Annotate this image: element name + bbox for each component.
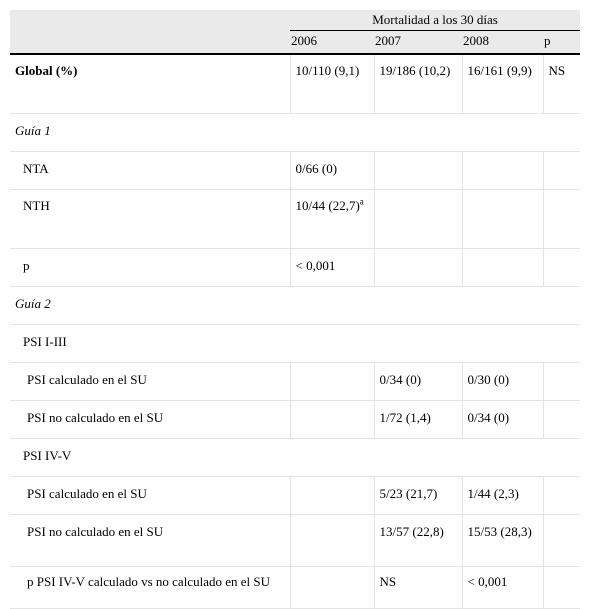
- cell-2008: [461, 248, 543, 287]
- row-label: PSI no calculado en el SU: [10, 514, 290, 567]
- table-row: Guía 1: [10, 113, 581, 152]
- header-empty-cell: [10, 30, 290, 55]
- year-header-2007: 2007: [374, 30, 462, 55]
- footnote-marker: a: [359, 196, 364, 207]
- year-header-2008: 2008: [462, 30, 543, 55]
- table-row: PSI calculado en el SU 5/23 (21,7) 1/44 …: [10, 476, 581, 515]
- cell-p: [542, 476, 581, 515]
- row-label: PSI no calculado en el SU: [10, 400, 290, 439]
- cell-2008: [461, 151, 543, 190]
- cell-p: [542, 566, 581, 609]
- row-label: p PSI IV-V calculado vs no calculado en …: [10, 566, 290, 609]
- year-header-2006: 2006: [290, 30, 374, 55]
- row-label: p: [10, 248, 290, 287]
- table-row: p < 0,001: [10, 248, 581, 287]
- row-label: PSI calculado en el SU: [10, 476, 290, 515]
- cell-2007: 1/72 (1,4): [373, 400, 462, 439]
- table-row: PSI calculado en el SU 0/34 (0) 0/30 (0): [10, 362, 581, 401]
- cell-p: NS: [542, 54, 581, 114]
- row-label: PSI calculado en el SU: [10, 362, 290, 401]
- cell-2006: [289, 362, 374, 401]
- group-header: Mortalidad a los 30 días: [290, 10, 581, 31]
- cell-2008: 0/30 (0): [461, 362, 543, 401]
- header-empty-cell: [10, 10, 290, 31]
- header-row-group: Mortalidad a los 30 días: [10, 10, 581, 31]
- row-label: NTH: [10, 189, 290, 249]
- table-row: p PSI IV-V calculado vs no calculado en …: [10, 566, 581, 609]
- subsection-label: PSI IV-V: [10, 438, 581, 477]
- cell-2007: [373, 248, 462, 287]
- cell-2007: [373, 151, 462, 190]
- cell-p: [542, 151, 581, 190]
- cell-2006: 10/110 (9,1): [289, 54, 374, 114]
- cell-p: [542, 189, 581, 249]
- cell-2008: < 0,001: [461, 566, 543, 609]
- table-row: PSI no calculado en el SU 13/57 (22,8) 1…: [10, 514, 581, 567]
- cell-2007: 0/34 (0): [373, 362, 462, 401]
- subsection-label: PSI I-III: [10, 324, 581, 363]
- cell-p: [542, 248, 581, 287]
- cell-2006: 10/44 (22,7)a: [289, 189, 374, 249]
- cell-2008: [461, 189, 543, 249]
- table-row: Guía 2: [10, 286, 581, 325]
- cell-2007: NS: [373, 566, 462, 609]
- cell-2008: 16/161 (9,9): [461, 54, 543, 114]
- table-row: NTH 10/44 (22,7)a: [10, 189, 581, 249]
- p-header: p: [543, 30, 581, 55]
- cell-2007: 5/23 (21,7): [373, 476, 462, 515]
- cell-p: [542, 514, 581, 567]
- table-row: PSI IV-V: [10, 438, 581, 477]
- row-label: NTA: [10, 151, 290, 190]
- mortality-table: Mortalidad a los 30 días 2006 2007 2008 …: [10, 10, 581, 609]
- cell-p: [542, 400, 581, 439]
- row-label: Global (%): [10, 54, 290, 114]
- cell-2007: 19/186 (10,2): [373, 54, 462, 114]
- cell-2008: 15/53 (28,3): [461, 514, 543, 567]
- cell-2006: [289, 400, 374, 439]
- table-row: NTA 0/66 (0): [10, 151, 581, 190]
- cell-2006: [289, 566, 374, 609]
- cell-2006: [289, 476, 374, 515]
- cell-2006-value: 10/44 (22,7): [295, 198, 360, 213]
- table-row: Global (%) 10/110 (9,1) 19/186 (10,2) 16…: [10, 54, 581, 114]
- table-row: PSI no calculado en el SU 1/72 (1,4) 0/3…: [10, 400, 581, 439]
- cell-p: [542, 362, 581, 401]
- cell-2006: 0/66 (0): [289, 151, 374, 190]
- cell-2008: 0/34 (0): [461, 400, 543, 439]
- table-row: PSI I-III: [10, 324, 581, 363]
- cell-2006: < 0,001: [289, 248, 374, 287]
- cell-2008: 1/44 (2,3): [461, 476, 543, 515]
- cell-2007: 13/57 (22,8): [373, 514, 462, 567]
- cell-2007: [373, 189, 462, 249]
- header-row-years: 2006 2007 2008 p: [10, 30, 581, 55]
- section-label: Guía 1: [10, 113, 581, 152]
- cell-2006: [289, 514, 374, 567]
- section-label: Guía 2: [10, 286, 581, 325]
